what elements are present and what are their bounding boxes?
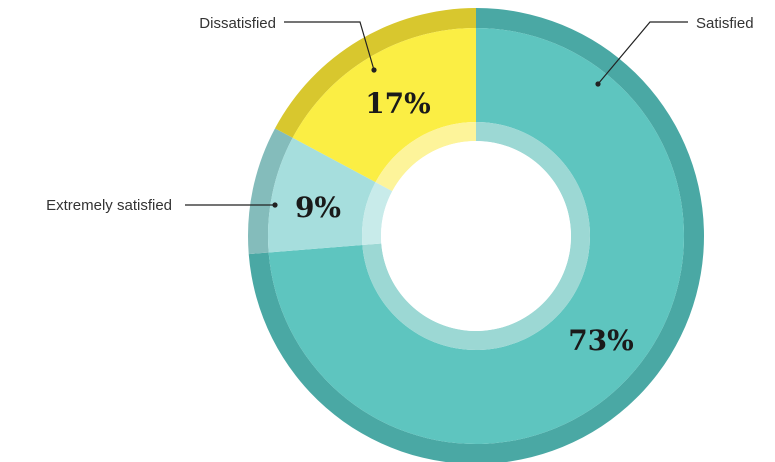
slice-label-dissatisfied: 17% (365, 87, 431, 120)
callout-label-satisfied: Satisfied (696, 15, 754, 32)
slice-label-satisfied: 73% (568, 324, 634, 357)
slices-layer (248, 8, 704, 462)
slice-satisfied (248, 8, 704, 462)
callouts-layer: Satisfied Dissatisfied Extremely satisfi… (46, 15, 753, 214)
leader-dot-satisfied (595, 81, 601, 87)
slice-extremely-satisfied (248, 128, 393, 255)
slice-body-dissatisfied (292, 28, 476, 183)
donut-hole (381, 141, 571, 331)
leader-dot-extremely-satisfied (272, 202, 278, 208)
slice-label-extremely-satisfied: 9% (295, 191, 341, 224)
leader-line-dissatisfied (284, 21, 375, 71)
leader-dot-dissatisfied (371, 67, 377, 73)
percent-labels-layer: 73% 9% 17% (295, 87, 634, 357)
slice-outer-band-extremely-satisfied (248, 128, 293, 255)
leader-line-satisfied (597, 21, 688, 85)
callout-label-dissatisfied: Dissatisfied (199, 15, 276, 32)
slice-outer-band-dissatisfied (275, 8, 476, 138)
slice-inner-ring-dissatisfied (375, 122, 476, 192)
slice-body-satisfied (268, 28, 685, 445)
callout-label-extremely-satisfied: Extremely satisfied (46, 197, 172, 214)
slice-body-extremely-satisfied (268, 137, 376, 253)
slice-dissatisfied (275, 8, 476, 192)
slice-inner-ring-extremely-satisfied (361, 182, 393, 246)
